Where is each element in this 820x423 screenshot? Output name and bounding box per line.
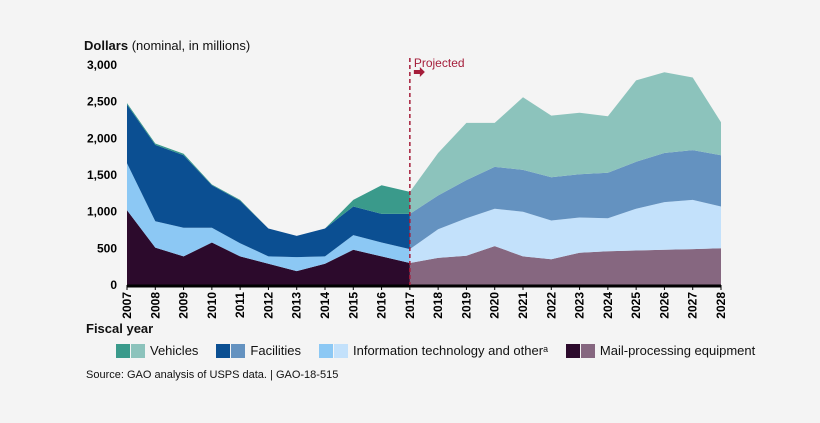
x-tick-label: 2011 [233, 292, 247, 318]
x-tick-label: 2007 [120, 292, 134, 319]
x-tick-label: 2025 [629, 292, 643, 319]
legend-item-facilities: Facilities [216, 343, 301, 358]
legend-swatch-projected [231, 343, 246, 358]
x-tick-label: 2020 [488, 292, 502, 319]
legend-item-mail-processing: Mail-processing equipment [565, 343, 756, 358]
x-tick-label: 2009 [177, 292, 191, 319]
area-mail-processing-equipment-actual [127, 210, 410, 285]
x-tick-label: 2018 [431, 292, 445, 319]
area-mail-processing-equipment-projected [409, 246, 721, 285]
x-axis-title: Fiscal year [86, 321, 154, 336]
x-tick-label: 2023 [573, 292, 587, 319]
y-tick-label: 3,000 [87, 58, 117, 72]
area-information-technology-and-other-projected [409, 199, 721, 263]
area-facilities-projected [409, 150, 721, 250]
x-tick-label: 2015 [346, 292, 360, 319]
x-tick-label: 2024 [601, 292, 615, 319]
y-tick-label: 2,500 [87, 95, 117, 109]
x-tick-label: 2027 [686, 292, 700, 319]
legend-label: Vehicles [150, 343, 199, 358]
x-tick-label: 2016 [375, 292, 389, 319]
x-tick-label: 2014 [318, 292, 332, 319]
legend-label: Information technology and otherᵃ [353, 343, 548, 358]
projected-arrow-icon [413, 67, 425, 77]
legend-item-vehicles: Vehicles [116, 343, 198, 358]
x-tick-label: 2008 [148, 292, 162, 319]
legend-swatch-actual [565, 343, 580, 358]
y-tick-label: 0 [110, 278, 117, 292]
x-tick-label: 2019 [459, 292, 473, 319]
area-facilities-actual [127, 104, 410, 258]
y-tick-label: 2,000 [87, 131, 117, 145]
x-tick-label: 2010 [205, 292, 219, 319]
legend-label: Facilities [250, 343, 301, 358]
legend-swatch-projected [580, 343, 595, 358]
projected-label: Projected [414, 56, 465, 70]
x-tick-label: 2026 [657, 292, 671, 319]
x-tick-label: 2022 [544, 292, 558, 319]
legend-swatch-actual [116, 343, 130, 358]
x-tick-label: 2028 [714, 292, 728, 319]
y-axis-title-rest: (nominal, in millions) [128, 38, 251, 53]
y-tick-label: 500 [97, 241, 117, 255]
y-axis-title: Dollars (nominal, in millions) [84, 38, 250, 53]
legend-swatch-projected [131, 343, 145, 358]
legend: Vehicles Facilities Information technolo… [116, 343, 773, 358]
area-information-technology-and-other-actual [127, 163, 410, 272]
x-tick-label: 2012 [261, 292, 275, 319]
source-note: Source: GAO analysis of USPS data. | GAO… [86, 369, 339, 381]
legend-swatch-actual [216, 343, 231, 358]
y-tick-label: 1,500 [87, 168, 117, 182]
x-tick-label: 2021 [516, 292, 530, 319]
area-vehicles-projected [409, 72, 721, 214]
x-tick-label: 2017 [403, 292, 417, 319]
legend-label: Mail-processing equipment [599, 343, 756, 358]
y-tick-label: 1,000 [87, 205, 117, 219]
x-tick-label: 2013 [290, 292, 304, 319]
legend-item-information-technology: Information technology and otherᵃ [319, 343, 548, 358]
legend-swatch-actual [319, 343, 333, 358]
y-axis-title-bold: Dollars [84, 38, 129, 53]
legend-swatch-projected [334, 343, 348, 358]
